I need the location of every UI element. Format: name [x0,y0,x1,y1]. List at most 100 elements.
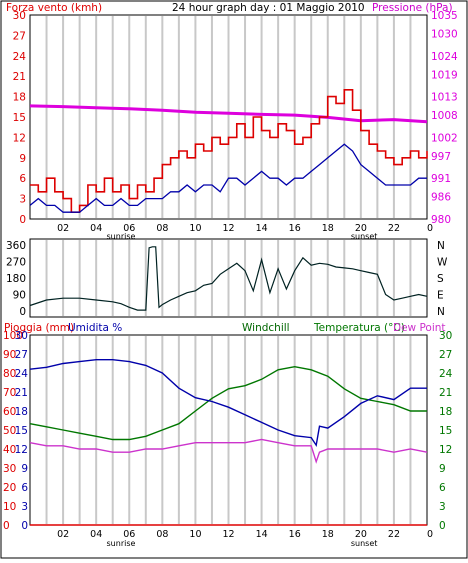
p1-x-tick-0: 02 [57,223,69,234]
p3-rain-tick-7: 70 [3,387,16,399]
wind-title: Forza vento (kmh) [6,2,102,14]
p2-left-tick-4: 360 [6,240,26,252]
p3-rain-tick-10: 100 [3,330,23,342]
p1-x-tick-3: 08 [156,223,168,234]
p3-hum-tick-10: 30 [15,330,28,342]
p2-dir-label-1: W [437,257,448,269]
p3-sunrise-label: sunrise [107,539,136,548]
p1-left-tick-2: 6 [19,173,26,185]
p1-x-tick-10: 22 [388,223,400,234]
p1-right-tick-4: 1002 [431,132,458,144]
p1-right-tick-7: 1019 [431,69,458,81]
p1-x-tick-1: 04 [90,223,102,234]
p1-left-tick-3: 9 [19,153,26,165]
p1-left-tick-0: 0 [19,214,26,226]
p3-temp-tick-3: 9 [439,463,446,475]
dewpoint-line [29,438,428,464]
p3-rain-tick-2: 20 [3,482,16,494]
p3-rain-tick-5: 50 [3,425,16,437]
p1-right-tick-10: 1035 [431,10,458,22]
p3-hum-tick-2: 6 [21,482,28,494]
p3-x-tick-6: 14 [256,529,268,540]
p1-x-tick-6: 14 [256,223,268,234]
p1-left-tick-4: 12 [13,132,26,144]
p1-right-tick-9: 1030 [431,29,458,41]
p3-hum-tick-7: 21 [15,387,28,399]
p2-left-tick-2: 180 [6,273,26,285]
p3-hum-tick-9: 27 [15,349,28,361]
p3-rain-tick-4: 40 [3,444,16,456]
p3-temp-tick-6: 18 [439,406,452,418]
p1-x-tick-9: 20 [355,223,367,234]
p3-sunset-label: sunset [351,539,378,548]
p1-right-tick-1: 986 [431,192,451,204]
p3-x-tick-0: 02 [57,529,69,540]
p1-left-tick-10: 30 [13,10,26,22]
p1-left-tick-7: 21 [13,71,26,83]
gust-line [29,143,427,213]
temperature-title: Temperatura (°C) [313,322,405,334]
p3-x-tick-11: 0 [427,529,433,540]
windchill-title: Windchill [242,322,290,334]
p1-right-tick-3: 997 [431,151,451,163]
direction-line [29,246,428,311]
p1-sunrise-label: sunrise [107,232,136,241]
p1-right-tick-2: 991 [431,173,451,185]
p3-hum-tick-3: 9 [21,463,28,475]
p3-temp-tick-7: 21 [439,387,452,399]
p3-x-tick-7: 16 [289,529,301,540]
p3-temp-tick-1: 3 [439,501,446,513]
p3-x-tick-10: 22 [388,529,400,540]
p3-temp-tick-2: 6 [439,482,446,494]
panel1-frame [29,14,428,220]
p3-hum-tick-5: 15 [15,425,28,437]
p3-rain-tick-3: 30 [3,463,16,475]
p3-x-tick-4: 10 [189,529,201,540]
p3-x-tick-5: 12 [223,529,235,540]
p1-left-tick-5: 15 [13,112,26,124]
p2-left-tick-0: 0 [19,306,26,318]
p2-dir-label-4: N [437,306,445,318]
p1-right-tick-8: 1024 [431,51,458,63]
p3-temp-tick-9: 27 [439,349,452,361]
wind-line [30,89,428,213]
p1-x-tick-5: 12 [223,223,235,234]
p3-rain-tick-0: 0 [3,520,10,532]
p3-rain-tick-6: 60 [3,406,16,418]
p1-x-tick-11: 0 [427,223,433,234]
p3-temp-tick-8: 24 [439,368,453,380]
dewpoint-title: Dew Point [393,322,446,334]
p3-hum-tick-4: 12 [15,444,28,456]
pressure-title: Pressione (hPa) [372,2,453,14]
p2-left-tick-3: 270 [6,257,26,269]
p1-x-tick-2: 06 [123,223,135,234]
p1-left-tick-1: 3 [19,194,26,206]
p3-x-tick-8: 18 [322,529,334,540]
p3-rain-tick-1: 10 [3,501,16,513]
p3-x-tick-1: 04 [90,529,102,540]
p2-left-tick-1: 90 [13,290,26,302]
p3-x-tick-2: 06 [123,529,135,540]
p1-right-tick-5: 1008 [431,110,458,122]
series-layer [29,89,428,526]
p2-dir-label-2: S [437,273,444,285]
p2-dir-label-3: E [437,290,444,302]
p2-dir-label-0: N [437,240,445,252]
p1-x-tick-4: 10 [189,223,201,234]
p3-temp-tick-10: 30 [439,330,452,342]
p3-temp-tick-4: 12 [439,444,452,456]
p3-x-tick-9: 20 [355,529,367,540]
p3-hum-tick-6: 18 [15,406,28,418]
axis-labels-layer: 0369121518212427309809869919971002100810… [3,10,458,548]
p1-x-tick-7: 16 [289,223,301,234]
p1-right-tick-0: 980 [431,214,451,226]
p3-temp-tick-5: 15 [439,425,452,437]
p3-x-tick-3: 08 [156,529,168,540]
p1-x-tick-8: 18 [322,223,334,234]
rain-title: Pioggia (mm) [4,322,74,334]
p1-left-tick-8: 24 [13,51,27,63]
p3-rain-tick-8: 80 [3,368,16,380]
